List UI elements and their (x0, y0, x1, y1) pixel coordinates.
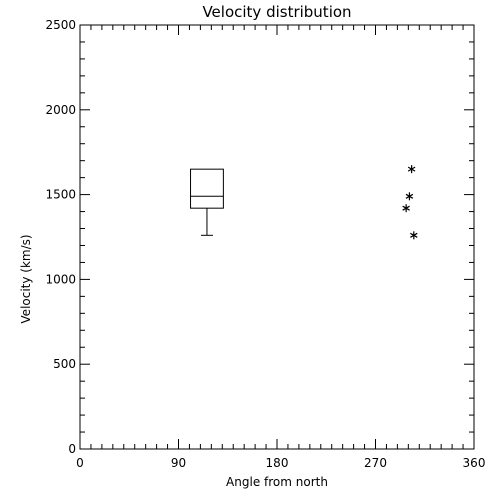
x-tick-label: 0 (76, 456, 84, 470)
y-tick-label: 500 (53, 357, 76, 371)
asterisk-point (402, 204, 410, 213)
y-tick-label: 2000 (45, 103, 76, 117)
tick-labels: 0 90 180 270 360 0 500 1000 1500 2000 2500 (45, 18, 485, 470)
y-tick-label: 2500 (45, 18, 76, 32)
box-iqr (190, 168, 224, 209)
asterisk-point (405, 192, 414, 201)
data-points (402, 165, 418, 240)
y-tick-label: 0 (68, 442, 76, 456)
x-tick-label: 270 (364, 456, 387, 470)
x-tick-label: 180 (266, 456, 289, 470)
y-tick-label: 1500 (45, 188, 76, 202)
box-plot (190, 168, 224, 236)
x-tick-label: 90 (171, 456, 186, 470)
asterisk-point (407, 165, 416, 174)
y-tick-label: 1000 (45, 272, 76, 286)
x-axis-label: Angle from north (226, 475, 328, 489)
axis-ticks (79, 24, 475, 450)
asterisk-point (410, 231, 418, 240)
y-axis-label: Velocity (km/s) (19, 234, 33, 323)
plot-frame (79, 24, 475, 450)
chart-title: Velocity distribution (202, 3, 351, 21)
x-tick-label: 360 (463, 456, 486, 470)
